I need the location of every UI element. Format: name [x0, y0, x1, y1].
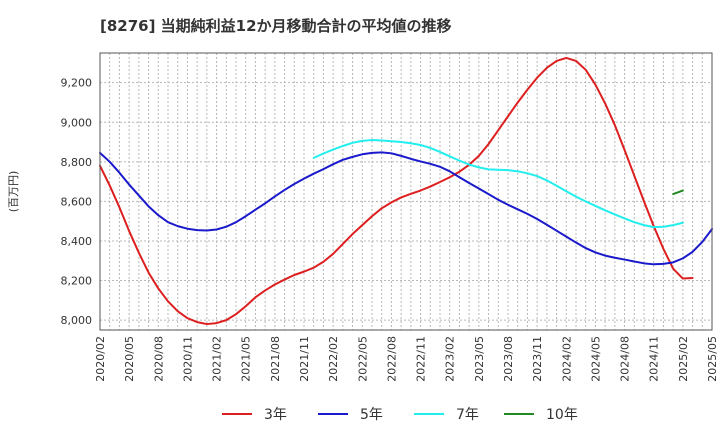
- y-tick-label: 8,800: [61, 156, 93, 169]
- legend: 3年 5年 7年 10年: [222, 407, 578, 423]
- y-tick-labels: 8,000 8,200 8,400 8,600 8,800 9,000 9,200: [61, 77, 93, 327]
- grid-layer: [99, 53, 713, 330]
- x-tick-label: 2025/05: [706, 336, 719, 382]
- x-tick-label: 2022/08: [385, 336, 398, 382]
- y-tick-label: 8,400: [61, 235, 93, 248]
- plot-frame: [99, 52, 713, 331]
- x-tick-label: 2021/05: [240, 336, 253, 382]
- y-tick-label: 9,200: [61, 77, 93, 90]
- x-tick-label: 2024/11: [648, 336, 661, 382]
- series-line-3年: [99, 56, 694, 326]
- y-tick-label: 9,000: [61, 116, 93, 129]
- x-tick-label: 2020/08: [152, 336, 165, 382]
- legend-label: 7年: [456, 407, 479, 423]
- series-line-5年: [99, 151, 713, 266]
- series-line-7年: [312, 139, 684, 229]
- chart-title: [8276] 当期純利益12か月移動合計の平均値の推移: [100, 17, 452, 35]
- x-tick-label: 2023/05: [473, 336, 486, 382]
- x-tick-label: 2024/08: [619, 336, 632, 382]
- x-tick-label: 2020/11: [181, 336, 194, 382]
- series-layer: [99, 56, 713, 326]
- x-tick-label: 2022/02: [327, 336, 340, 382]
- x-tick-label: 2021/02: [211, 336, 224, 382]
- x-tick-labels: 2020/02 2020/05 2020/08 2020/11 2021/02 2021/…: [94, 336, 719, 382]
- x-tick-label: 2024/02: [560, 336, 573, 382]
- x-tick-label: 2023/08: [502, 336, 515, 382]
- y-tick-label: 8,200: [61, 275, 93, 288]
- x-tick-label: 2025/02: [677, 336, 690, 382]
- x-tick-label: 2022/11: [415, 336, 428, 382]
- y-axis-label: (百万円): [7, 171, 20, 213]
- x-tick-label: 2024/05: [589, 336, 602, 382]
- legend-label: 10年: [546, 407, 578, 423]
- x-tick-label: 2022/05: [356, 336, 369, 382]
- series-line-10年: [672, 189, 684, 196]
- legend-label: 5年: [360, 407, 383, 423]
- x-tick-label: 2020/02: [94, 336, 107, 382]
- x-tick-label: 2023/11: [531, 336, 544, 382]
- y-tick-label: 8,000: [61, 314, 93, 327]
- x-tick-label: 2020/05: [123, 336, 136, 382]
- x-tick-label: 2021/11: [298, 336, 311, 382]
- x-tick-label: 2021/08: [269, 336, 282, 382]
- y-tick-label: 8,600: [61, 195, 93, 208]
- x-tick-label: 2023/02: [444, 336, 457, 382]
- legend-label: 3年: [264, 407, 287, 423]
